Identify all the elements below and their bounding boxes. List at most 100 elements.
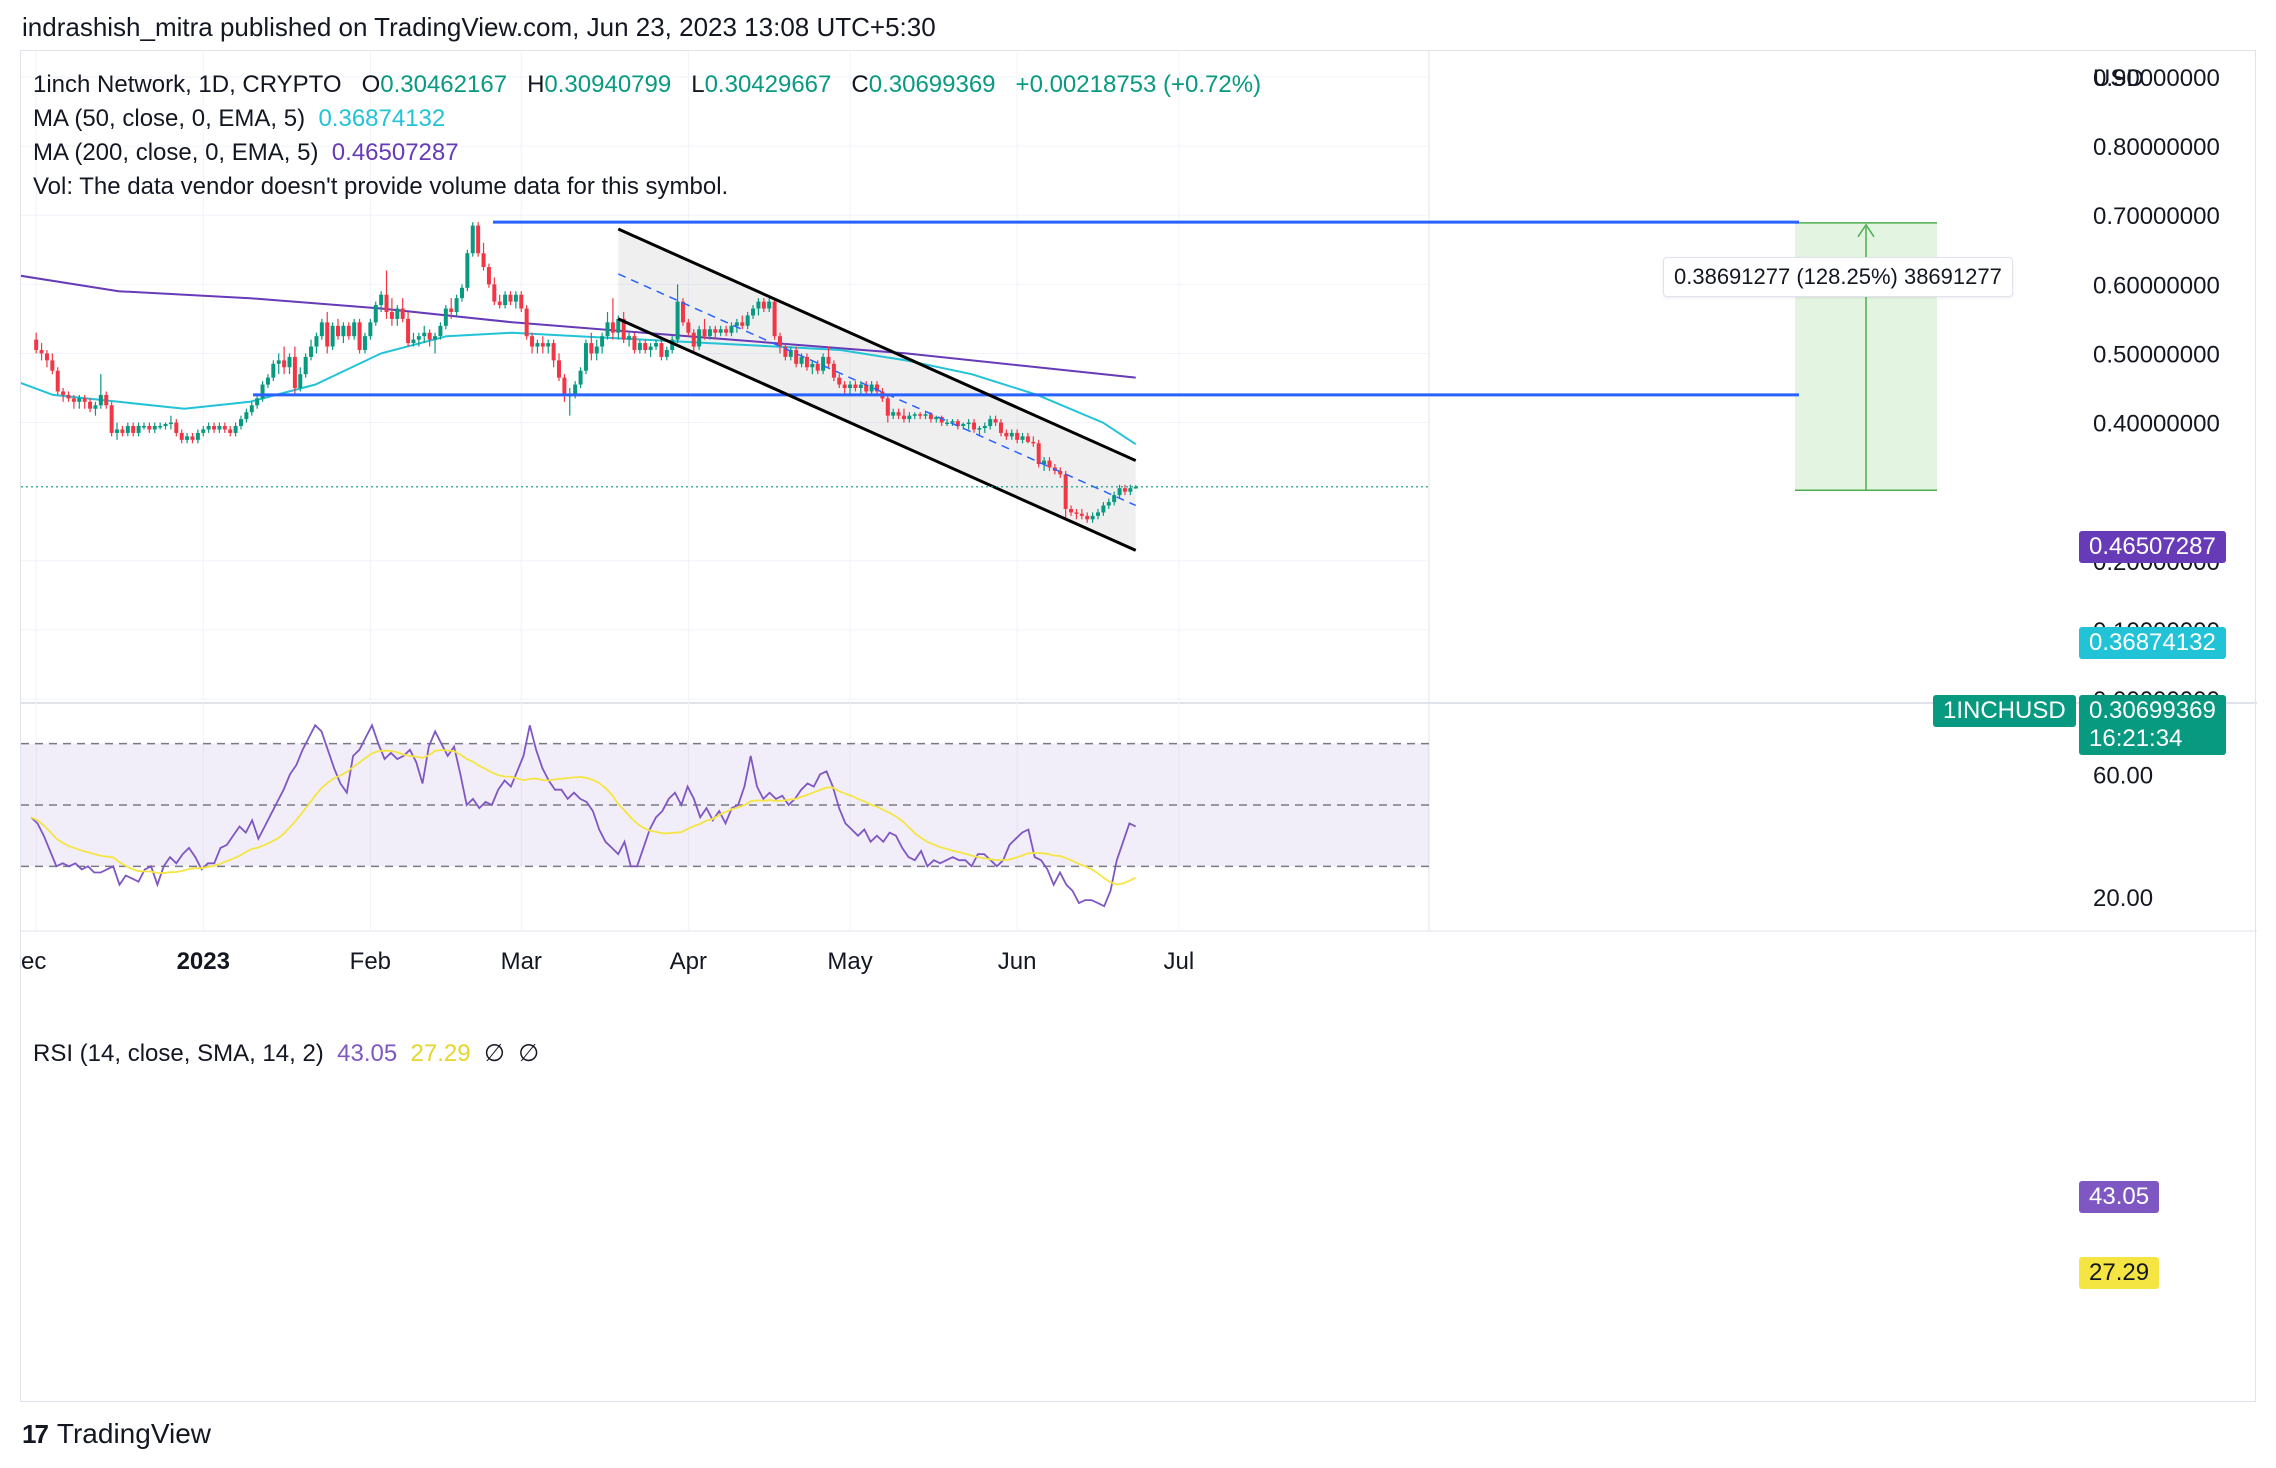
candle-body [492,284,497,302]
chart-frame[interactable]: 0.90000000 0.80000000 0.70000000 0.60000000… [20,50,2257,1403]
channel-lower-line [617,317,1137,552]
ma200-legend[interactable]: MA (200, close, 0, EMA, 5) 0.46507287 [33,139,459,167]
candle-body [810,363,815,368]
candle-body [794,349,799,364]
candle-body [238,419,243,427]
change-value: +0.00218753 (+0.72%) [1015,71,1262,98]
candle-body [125,426,130,433]
candle-body [1074,512,1079,514]
candle-body [325,322,330,347]
close-label: C [851,71,869,98]
candle-body [627,336,632,340]
high-label: H [527,71,545,98]
rsi-line [30,723,1137,908]
candle-body [724,329,729,333]
candle-body [804,356,809,368]
footer-brand: TradingView [56,1418,212,1449]
candle-body [459,287,464,299]
candle-body [583,343,588,371]
candle-body [734,322,739,326]
ma200-value: 0.46507287 [331,139,459,166]
ma200-price-tag: 0.46507287 [2079,531,2226,563]
candle-body [1047,460,1052,468]
rsi-sma-tag: 27.29 [2079,1257,2160,1289]
candle-body [233,426,238,433]
candle-body [422,332,427,337]
rsi-band [21,742,1429,868]
candle-body [497,301,502,306]
close-value: 0.30699369 [868,71,996,98]
candle-body [341,325,346,337]
candle-body [217,426,222,430]
symbol-tag: 1INCHUSD [1933,695,2076,727]
candle-body [303,356,308,375]
candle-body [206,426,211,430]
footer[interactable]: 17 TradingView [22,1418,211,1450]
candle-body [98,394,103,406]
candle-body [298,374,303,388]
grid [21,51,2257,932]
candle-body [1036,443,1041,465]
candle-body [109,405,114,433]
measure-label: 0.38691277 (128.25%) 38691277 [1663,257,2013,297]
ma50-value: 0.36874132 [318,105,446,132]
candle-body [1063,474,1068,509]
candle-body [945,422,950,425]
price-tick-label: 0.90000000 [2093,65,2220,92]
candle-body [66,394,71,399]
rsi-value: 43.05 [337,1040,398,1067]
rsi-legend[interactable]: RSI (14, close, SMA, 14, 2) 43.05 27.29 … [33,1039,539,1068]
candle-body [540,343,545,347]
candle-body [163,423,168,427]
candle-body [1025,436,1030,442]
candle-body [643,343,648,350]
candle-body [718,329,723,333]
candle-body [783,346,788,357]
candle-body [901,415,906,420]
candle-body [821,356,826,371]
candle-body [368,322,373,337]
open-label: O [361,71,381,98]
ohlc-legend: 1inch Network, 1D, CRYPTO O0.30462167 H0… [33,71,1261,99]
candle-body [869,384,874,392]
candle-body [1133,486,1138,489]
candle-body [384,294,389,312]
candle-body [141,426,146,428]
publisher-line: indrashish_mitra published on TradingVie… [22,12,936,42]
last-price: 0.30699369 [2089,697,2216,724]
candle-body [282,360,287,368]
candle-body [115,429,120,433]
chart-canvas[interactable]: 0.90000000 0.80000000 0.70000000 0.60000000… [21,51,2257,1403]
candle-body [1042,460,1047,465]
candle-body [761,301,766,309]
candle-body [907,415,912,420]
ma50-legend[interactable]: MA (50, close, 0, EMA, 5) 0.36874132 [33,105,445,133]
candle-body [319,322,324,337]
currency-label[interactable]: USD [2093,65,2144,92]
candle-body [470,225,475,254]
candle-body [416,336,421,340]
candle-body [751,308,756,316]
candle-body [1101,505,1106,513]
tradingview-logo-icon: 17 [22,1418,49,1449]
time-tick-label: Jul [1164,948,1195,975]
price-tick-label: 0.50000000 [2093,341,2220,368]
candle-body [77,398,82,402]
candle-body [260,384,265,399]
candle-body [508,294,513,302]
candle-body [195,432,200,440]
price-tick-label: 0.60000000 [2093,272,2220,299]
channel-upper-line [617,227,1137,462]
time-tick-label: 2023 [177,948,230,975]
candle-body [271,363,276,378]
volume-note: Vol: The data vendor doesn't provide vol… [33,173,729,200]
volume-legend: Vol: The data vendor doesn't provide vol… [33,173,728,201]
candle-body [1122,488,1127,492]
rsi-tag: 43.05 [2079,1181,2160,1213]
candle-body [891,412,896,416]
candle-body [654,343,659,347]
candle-body [600,336,605,347]
candle-body [71,398,76,402]
candle-body [503,294,508,306]
candle-body [309,346,314,357]
